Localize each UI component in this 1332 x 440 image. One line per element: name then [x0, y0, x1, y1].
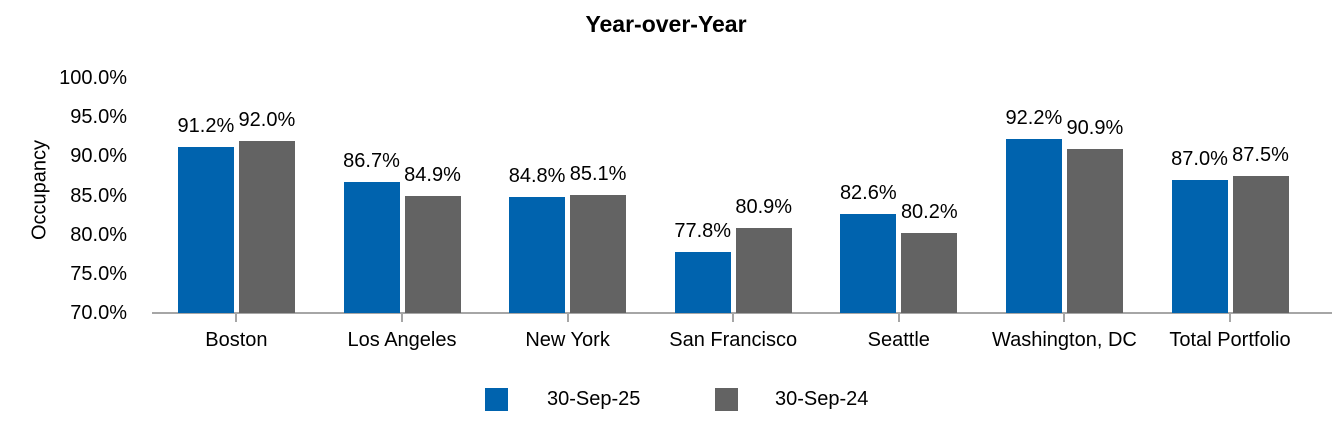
bar-30-Sep-24: [238, 140, 295, 313]
x-axis-line: [152, 312, 1332, 314]
bar-value-label: 84.8%: [508, 165, 566, 188]
bar-value-label: 91.2%: [177, 114, 235, 137]
bar-value-label: 80.2%: [900, 201, 958, 224]
bar-30-Sep-25: [1005, 139, 1062, 313]
bar-30-Sep-25: [343, 182, 400, 313]
bar-30-Sep-24: [1232, 175, 1289, 313]
x-axis-tick: [235, 314, 238, 322]
x-axis-tick: [897, 314, 900, 322]
y-tick-label: 75.0%: [70, 262, 127, 285]
bar-value-label: 92.2%: [1005, 107, 1063, 130]
category-label: San Francisco: [669, 329, 798, 351]
x-axis-tick: [401, 314, 403, 322]
category-label: Total Portfolio: [1169, 329, 1291, 351]
legend-label: 30-Sep-24: [775, 388, 869, 410]
y-tick-label: 80.0%: [70, 223, 127, 246]
bar-value-label: 86.7%: [343, 150, 400, 173]
category-label: Washington, DC: [991, 329, 1137, 351]
bar-value-label: 80.9%: [735, 195, 793, 218]
category-label: New York: [525, 329, 610, 351]
bar-value-label: 90.9%: [1066, 117, 1124, 140]
y-tick-label: 90.0%: [70, 145, 127, 168]
chart-title: Year-over-Year: [585, 11, 747, 37]
y-tick-label: 95.0%: [70, 106, 127, 129]
x-axis-tick: [1229, 314, 1231, 322]
bar-30-Sep-24: [570, 194, 627, 313]
legend-swatch-30-Sep-24: [715, 388, 738, 411]
bar-value-label: 87.5%: [1232, 143, 1289, 166]
bar-30-Sep-24: [901, 233, 958, 313]
bar-value-label: 85.1%: [569, 162, 627, 185]
bar-30-Sep-25: [177, 146, 234, 313]
y-tick-label: 85.0%: [70, 184, 127, 207]
bar-30-Sep-25: [674, 251, 731, 313]
x-axis-tick: [566, 314, 569, 322]
bar-30-Sep-24: [735, 227, 792, 313]
x-axis-tick: [1063, 314, 1066, 322]
legend-swatch-30-Sep-25: [485, 388, 508, 411]
bar-value-label: 84.9%: [404, 164, 461, 187]
bar-value-label: 92.0%: [238, 108, 296, 131]
bar-value-label: 82.6%: [839, 182, 897, 205]
bar-30-Sep-25: [509, 197, 566, 313]
y-tick-label: 100.0%: [59, 67, 127, 89]
legend-label: 30-Sep-25: [547, 388, 641, 410]
bar-value-label: 77.8%: [674, 219, 732, 242]
bar-30-Sep-25: [1171, 179, 1228, 313]
y-tick-label: 70.0%: [70, 302, 127, 324]
category-label: Los Angeles: [347, 329, 457, 351]
category-label: Boston: [205, 329, 268, 351]
bar-30-Sep-25: [840, 214, 897, 313]
bar-30-Sep-24: [404, 196, 461, 313]
bar-value-label: 87.0%: [1171, 147, 1228, 170]
category-label: Seattle: [867, 329, 930, 351]
bar-30-Sep-24: [1066, 149, 1123, 313]
x-axis-tick: [732, 314, 735, 322]
